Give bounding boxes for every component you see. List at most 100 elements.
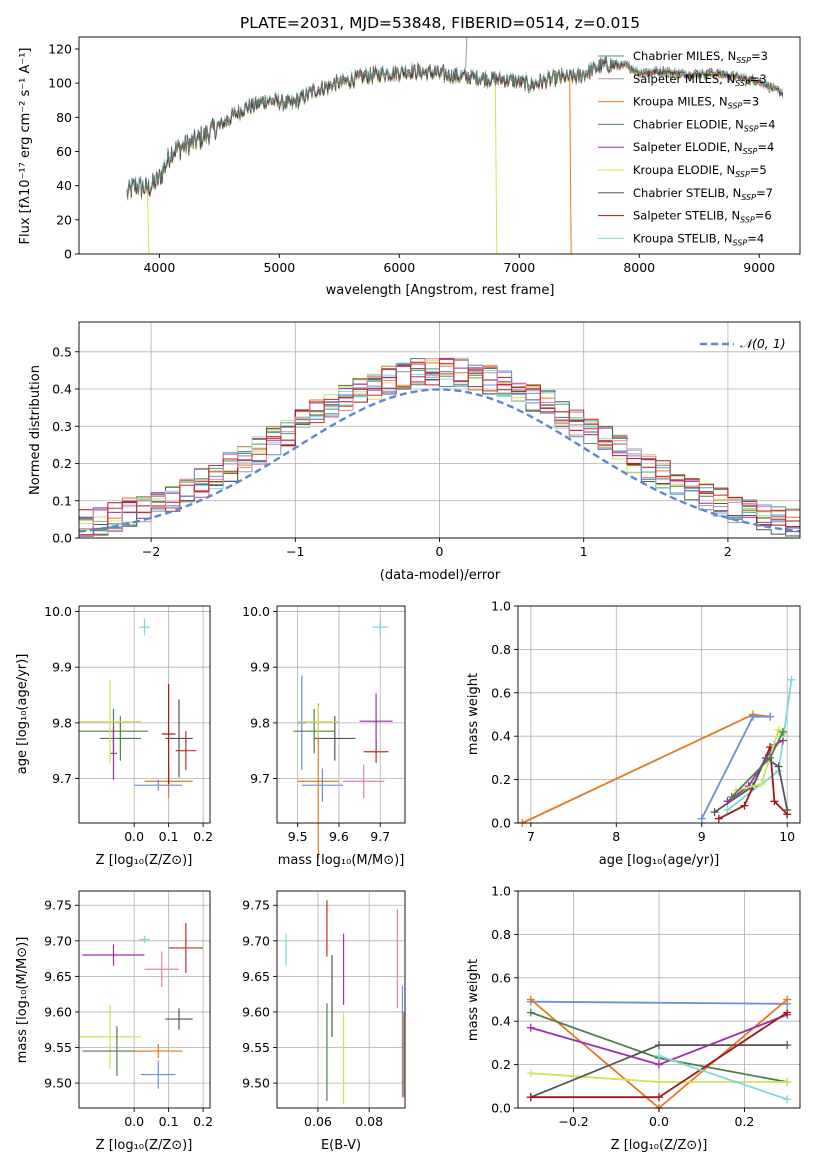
legend-label-main: Salpeter STELIB, N	[633, 209, 740, 223]
y-tick-label: 1.0	[491, 884, 511, 899]
y-tick-label: 9.9	[250, 660, 270, 675]
legend-label-value: =3	[751, 49, 768, 63]
x-tick-label: 5000	[263, 260, 295, 275]
age-vs-mass-frame	[276, 605, 406, 824]
legend-label: Salpeter ELODIE, NSSP=4	[633, 140, 774, 156]
y-tick-label: 9.70	[242, 933, 270, 948]
legend-label-value: =3	[750, 72, 767, 86]
y-tick-label: 0.0	[491, 1101, 511, 1116]
legend-label-value: =6	[755, 209, 772, 223]
legend-label-sub: SSP	[728, 102, 743, 111]
mass-vs-extinction-xlabel: E(B-V)	[321, 1138, 361, 1153]
mass-weight-vs-metallicity-xlabel: Z [log₁₀(Z/Z⊙)]	[611, 1138, 708, 1153]
x-tick-label: 8	[612, 829, 620, 844]
mass-vs-metallicity-xlabel: Z [log₁₀(Z/Z⊙)]	[96, 1138, 193, 1153]
legend-label: Salpeter STELIB, NSSP=6	[633, 209, 772, 225]
x-tick-label: 7	[527, 829, 535, 844]
x-tick-label: 6000	[383, 260, 415, 275]
residuals-xlabel: (data-model)/error	[380, 568, 501, 583]
legend-label-sub: SSP	[733, 238, 748, 247]
legend-label-main: Kroupa ELODIE, N	[633, 163, 735, 177]
age-vs-metallicity-xlabel: Z [log₁₀(Z/Z⊙)]	[96, 853, 193, 868]
x-tick-label: 4000	[143, 260, 175, 275]
x-tick-label: 0.2	[193, 829, 213, 844]
mass-weight-vs-metallicity-lines	[526, 995, 792, 1112]
mass-vs-metallicity-grid	[79, 891, 210, 1108]
age-vs-mass-errorbars	[293, 618, 393, 860]
mass-vs-metallicity-errorbars	[79, 923, 204, 1089]
spectrum-spike	[146, 189, 150, 255]
mass-weight-vs-metallicity-ylabel: mass weight	[466, 959, 481, 1041]
x-tick-label: 8000	[623, 260, 655, 275]
x-tick-label: 9.6	[329, 829, 349, 844]
gaussian-legend-label: 𝒩(0, 1)	[740, 336, 786, 351]
x-tick-label: −1	[286, 544, 304, 559]
y-tick-label: 0.4	[491, 1014, 511, 1029]
x-tick-label: 9	[698, 829, 706, 844]
age-vs-metallicity-ylabel: age [log₁₀(age/yr)]	[15, 654, 30, 775]
mass-weight-vs-age-panel: 7 8 9 10 0.0 0.2 0.4 0.6 0.8 1.0 age [log₁₀(age/y…	[466, 599, 801, 868]
y-tick-label: 9.50	[44, 1076, 72, 1091]
y-tick-label: 0.4	[52, 382, 72, 397]
y-tick-label: 0.0	[491, 816, 511, 831]
y-tick-label: 0.1	[52, 493, 72, 508]
spectrum-panel: 4000 5000 6000 7000 8000 9000020406080100120 …	[18, 36, 801, 298]
x-tick-label: 2	[724, 544, 732, 559]
legend-label: Kroupa STELIB, NSSP=4	[633, 231, 764, 247]
legend-label-value: =3	[742, 95, 759, 109]
mass-vs-metallicity-panel: 0.0 0.1 0.2 9.50 9.55 9.60 9.65 9.70 9.75 Z [log…	[15, 890, 213, 1153]
mass-weight-vs-age-lines	[518, 675, 796, 827]
x-tick-label: 0.0	[124, 829, 144, 844]
legend-label-sub: SSP	[736, 56, 751, 65]
y-tick-label: 9.70	[44, 933, 72, 948]
legend-label: Salpeter MILES, NSSP=3	[633, 72, 767, 88]
legend-label-main: Kroupa MILES, N	[633, 95, 728, 109]
y-tick-label: 0.0	[52, 531, 72, 546]
residuals-histograms	[79, 357, 800, 537]
spectrum-spike	[569, 76, 572, 255]
y-tick-label: 0	[64, 247, 72, 262]
legend-label-main: Salpeter ELODIE, N	[633, 140, 743, 154]
legend-label: Kroupa ELODIE, NSSP=5	[633, 163, 767, 179]
spectrum-axes-frame	[78, 36, 801, 255]
age-vs-mass-xlabel: mass [log₁₀(M/M⊙)]	[278, 853, 405, 868]
x-tick-label: 1	[580, 544, 588, 559]
legend-label-value: =4	[759, 117, 776, 131]
legend-label-main: Chabrier ELODIE, N	[633, 117, 744, 131]
mass-vs-extinction-frame	[276, 890, 406, 1109]
y-tick-label: 10.0	[242, 604, 270, 619]
age-vs-mass-grid	[277, 606, 405, 823]
y-tick-label: 9.65	[44, 969, 72, 984]
y-tick-label: 9.50	[242, 1076, 270, 1091]
mass-weight-vs-age-frame	[517, 605, 801, 824]
residuals-panel: −2 −1 0 1 2 0.0 0.1 0.2 0.3 0.4 0.5 𝒩(0, 1) (data-…	[28, 321, 801, 583]
y-tick-label: 9.8	[250, 715, 270, 730]
y-tick-label: 9.55	[44, 1040, 72, 1055]
y-tick-label: 9.60	[242, 1004, 270, 1019]
age-vs-mass-ticks: 9.5 9.6 9.7 9.7 9.8 9.9 10.0	[242, 604, 390, 844]
y-tick-label: 0.2	[491, 772, 511, 787]
y-tick-label: 9.8	[52, 715, 72, 730]
spectrum-spike	[494, 78, 498, 255]
x-tick-label: 0.2	[735, 1114, 755, 1129]
x-tick-label: 0.1	[159, 829, 179, 844]
x-tick-label: 0.0	[124, 1114, 144, 1129]
y-tick-label: 100	[48, 76, 72, 91]
x-tick-label: 0.06	[304, 1114, 332, 1129]
residuals-ticks: −2 −1 0 1 2 0.0 0.1 0.2 0.3 0.4 0.5	[52, 344, 732, 559]
mass-vs-extinction-ticks: 0.06 0.08 9.50 9.55 9.60 9.65 9.70 9.75	[242, 898, 383, 1129]
y-tick-label: 40	[56, 178, 72, 193]
y-tick-label: 0.6	[491, 970, 511, 985]
x-tick-label: 10	[779, 829, 795, 844]
mass-weight-vs-age-ylabel: mass weight	[466, 673, 481, 755]
mass-weight-vs-age-xlabel: age [log₁₀(age/yr)]	[599, 853, 720, 868]
mass-vs-metallicity-frame	[78, 890, 211, 1109]
legend-label-sub: SSP	[741, 193, 756, 202]
x-tick-label: 0	[436, 544, 444, 559]
x-tick-label: 9.5	[288, 829, 308, 844]
y-tick-label: 0.8	[491, 927, 511, 942]
y-tick-label: 9.9	[52, 660, 72, 675]
y-tick-label: 0.2	[491, 1057, 511, 1072]
